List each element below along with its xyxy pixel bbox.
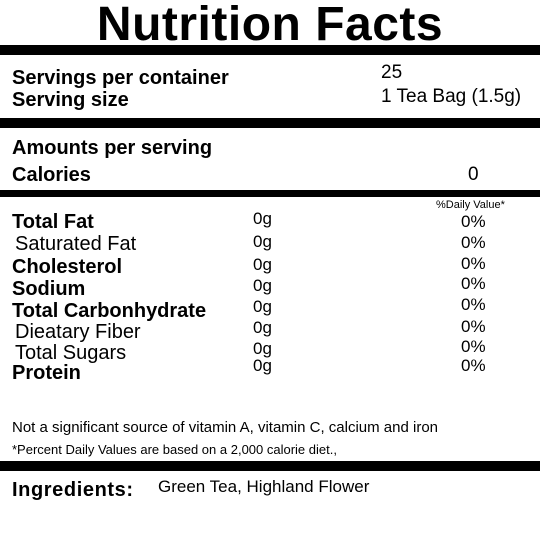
top-divider (0, 45, 540, 55)
nutrient-daily-value: 0% (461, 274, 486, 293)
nutrition-title: Nutrition Facts (96, 0, 444, 51)
nutrient-amount: 0g (253, 356, 272, 375)
nutrient-amount: 0g (253, 297, 272, 316)
ingredients-value: Green Tea, Highland Flower (158, 477, 370, 496)
nutrient-daily-value: 0% (461, 295, 486, 314)
nutrient-label: Total Fat (12, 211, 94, 233)
nutrient-daily-value: 0% (461, 337, 486, 356)
ingredients-label: Ingredients: (12, 479, 134, 501)
nutrient-label: Cholesterol (12, 256, 123, 278)
serving-size-value: 1 Tea Bag (1.5g) (381, 86, 522, 107)
calories-value: 0 (468, 164, 479, 185)
nutrient-daily-value: 0% (461, 233, 486, 252)
nutrient-label: Total Carbonhydrate (12, 300, 207, 322)
nutrient-label: Dieatary Fiber (15, 321, 141, 343)
nutrient-amount: 0g (253, 209, 272, 228)
amounts-per-serving-label: Amounts per serving (12, 137, 213, 159)
nutrient-daily-value: 0% (461, 356, 486, 375)
nutrient-amount: 0g (253, 232, 272, 251)
calories-divider (0, 190, 540, 197)
nutrient-daily-value: 0% (461, 317, 486, 336)
nutrient-daily-value: 0% (461, 212, 486, 231)
serving-divider (0, 118, 540, 128)
nutrient-amount: 0g (253, 255, 272, 274)
vitamins-footnote: Not a significant source of vitamin A, v… (12, 419, 439, 436)
footnote-divider (0, 461, 540, 471)
servings-label: Servings per container (12, 67, 229, 89)
nutrient-amount: 0g (253, 339, 272, 358)
servings-value: 25 (381, 62, 403, 83)
nutrient-label: Total Sugars (15, 342, 127, 364)
nutrient-daily-value: 0% (461, 254, 486, 273)
daily-value-header: %Daily Value* (436, 199, 505, 211)
nutrient-label: Saturated Fat (15, 233, 137, 255)
nutrient-label: Sodium (12, 278, 86, 300)
nutrient-amount: 0g (253, 276, 272, 295)
calories-label: Calories (12, 164, 91, 186)
nutrient-amount: 0g (253, 318, 272, 337)
serving-size-label: Serving size (12, 89, 129, 111)
percent-daily-footnote: *Percent Daily Values are based on a 2,0… (12, 442, 337, 457)
nutrient-label: Protein (12, 362, 81, 384)
